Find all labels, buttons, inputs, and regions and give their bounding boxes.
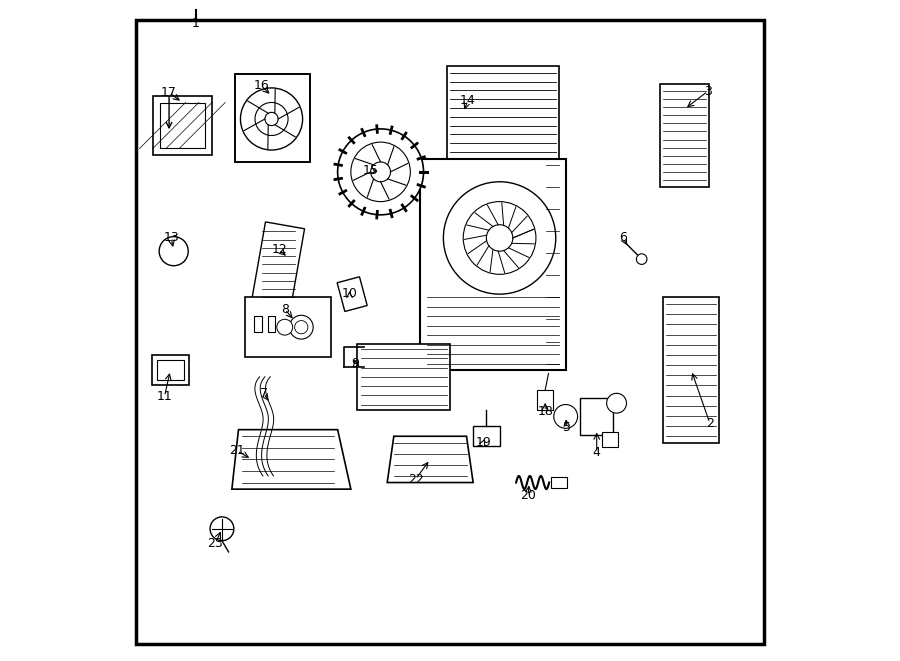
Circle shape <box>210 517 234 541</box>
Bar <box>580 398 613 435</box>
Text: 18: 18 <box>537 405 554 418</box>
Bar <box>252 222 304 307</box>
Bar <box>551 477 567 488</box>
Text: 7: 7 <box>259 387 267 400</box>
Text: 5: 5 <box>563 421 571 434</box>
Bar <box>446 66 559 159</box>
Bar <box>267 316 275 332</box>
Text: 20: 20 <box>520 489 536 502</box>
Circle shape <box>159 237 188 266</box>
Text: 22: 22 <box>408 473 424 486</box>
Circle shape <box>294 321 308 334</box>
Circle shape <box>554 405 578 428</box>
Bar <box>255 316 262 332</box>
Text: 10: 10 <box>342 287 357 300</box>
Text: 8: 8 <box>281 303 289 316</box>
Text: 4: 4 <box>593 446 600 459</box>
Circle shape <box>486 225 513 251</box>
Text: 3: 3 <box>704 85 712 98</box>
Bar <box>245 297 331 357</box>
Text: 19: 19 <box>475 436 491 449</box>
Text: 15: 15 <box>363 164 379 177</box>
Text: 17: 17 <box>161 86 177 99</box>
Text: 14: 14 <box>460 94 476 107</box>
Text: 12: 12 <box>272 243 287 256</box>
Text: 23: 23 <box>208 537 223 550</box>
Bar <box>602 432 618 447</box>
Bar <box>473 426 500 446</box>
Bar <box>357 344 450 410</box>
Text: 13: 13 <box>163 231 179 245</box>
Text: 9: 9 <box>352 357 359 370</box>
Text: 1: 1 <box>192 17 200 30</box>
Polygon shape <box>232 430 351 489</box>
Circle shape <box>240 88 302 150</box>
Circle shape <box>371 162 391 182</box>
Polygon shape <box>235 74 310 162</box>
Text: 16: 16 <box>254 79 269 93</box>
Circle shape <box>636 254 647 264</box>
Circle shape <box>464 202 536 274</box>
Circle shape <box>444 182 556 294</box>
Polygon shape <box>387 436 473 483</box>
Bar <box>164 241 184 261</box>
Circle shape <box>338 129 424 215</box>
Text: 2: 2 <box>706 416 714 430</box>
Bar <box>152 356 189 385</box>
Bar <box>660 84 709 186</box>
Circle shape <box>290 315 313 339</box>
Bar <box>158 360 184 380</box>
Circle shape <box>607 393 626 413</box>
Text: 6: 6 <box>619 231 627 245</box>
Bar <box>153 96 212 155</box>
Circle shape <box>277 319 292 335</box>
Bar <box>160 103 204 148</box>
Circle shape <box>351 142 410 202</box>
Text: 21: 21 <box>230 444 245 457</box>
Bar <box>663 297 719 443</box>
Bar <box>338 277 367 311</box>
Bar <box>420 159 566 370</box>
Text: 11: 11 <box>157 390 172 403</box>
Circle shape <box>255 102 288 136</box>
Bar <box>537 390 554 410</box>
Circle shape <box>265 112 278 126</box>
